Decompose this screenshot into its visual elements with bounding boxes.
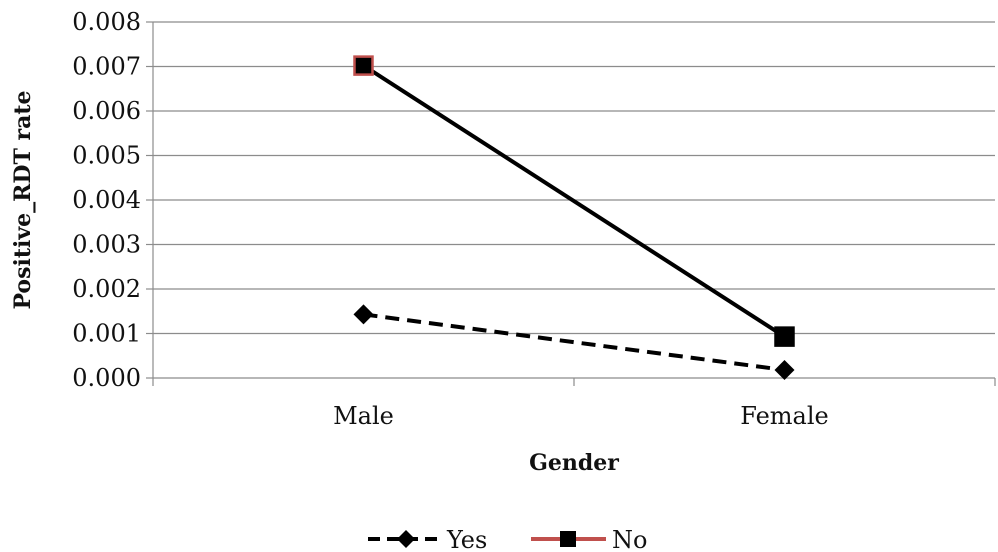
x-tick-label: Male [333,402,394,430]
y-tick-label: 0.005 [72,142,141,170]
series-yes [353,304,795,380]
y-tick-label: 0.004 [72,186,141,214]
y-tick-label: 0.002 [72,275,141,303]
legend: Yes No [368,526,647,552]
y-tick-label: 0.008 [72,8,141,36]
legend-yes-label: Yes [446,526,487,552]
x-tick-labels: Male Female [333,402,829,430]
y-tick-label: 0.001 [72,320,141,348]
y-tick-labels: 0.000 0.001 0.002 0.003 0.004 0.005 0.006 0.007… [72,8,141,392]
legend-no-label: No [612,526,647,552]
y-tick-label: 0.000 [72,364,141,392]
data-point-no-male [353,55,374,76]
axes [152,22,996,386]
x-axis-title: Gender [529,450,619,476]
legend-item-no[interactable]: No [531,526,647,552]
legend-item-yes[interactable]: Yes [368,526,487,552]
data-point-no-female [774,326,795,347]
series-yes-line [363,312,785,372]
legend-yes-diamond-marker [397,530,415,548]
series-layer [353,55,795,380]
y-tick-label: 0.007 [72,53,141,81]
y-axis-title: Positive_RDT rate [10,90,36,309]
legend-no-square-marker [560,531,576,547]
x-tick-label: Female [740,402,829,430]
series-no-line [362,63,786,339]
data-point-yes-female [774,359,795,380]
y-tick-label: 0.006 [72,97,141,125]
y-tick-label: 0.003 [72,231,141,259]
gridlines [146,21,995,379]
data-point-yes-male [353,304,374,325]
series-no [353,55,795,347]
